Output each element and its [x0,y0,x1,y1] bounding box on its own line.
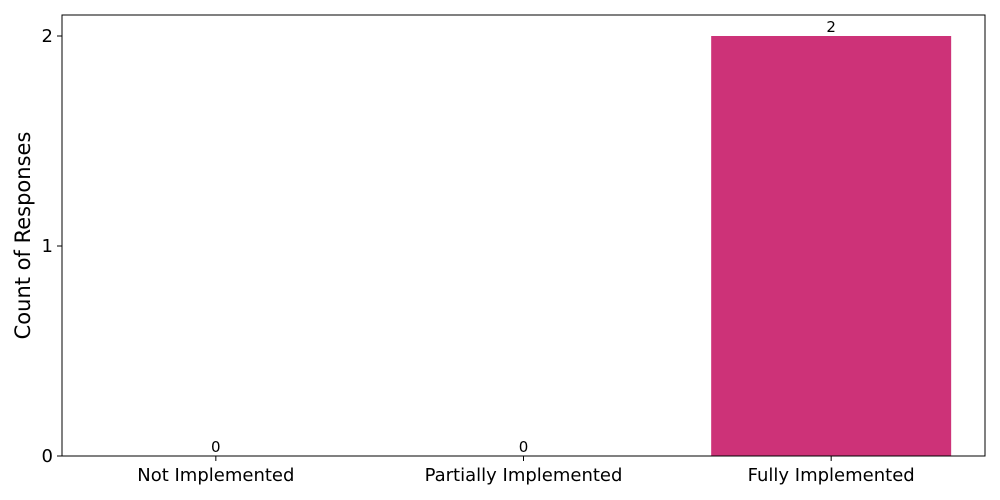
y-tick-label: 2 [42,26,53,47]
data-labels: 0 0 2 [211,18,836,456]
plot-frame [61,14,986,457]
x-axis-ticks: Not Implemented Partially Implemented Full… [137,456,915,486]
bar-value-label: 0 [519,438,529,456]
bar-value-label: 0 [211,438,221,456]
bar [711,36,952,456]
bar-value-label: 2 [826,18,836,36]
x-tick-label: Partially Implemented [425,465,623,486]
bars [711,36,952,456]
x-tick-label: Not Implemented [137,465,294,486]
y-tick-label: 0 [42,446,53,467]
y-axis-ticks: 0 1 2 [42,26,62,467]
x-tick-label: Fully Implemented [748,465,915,486]
y-tick-label: 1 [42,236,53,257]
y-axis-title: Count of Responses [11,132,35,340]
